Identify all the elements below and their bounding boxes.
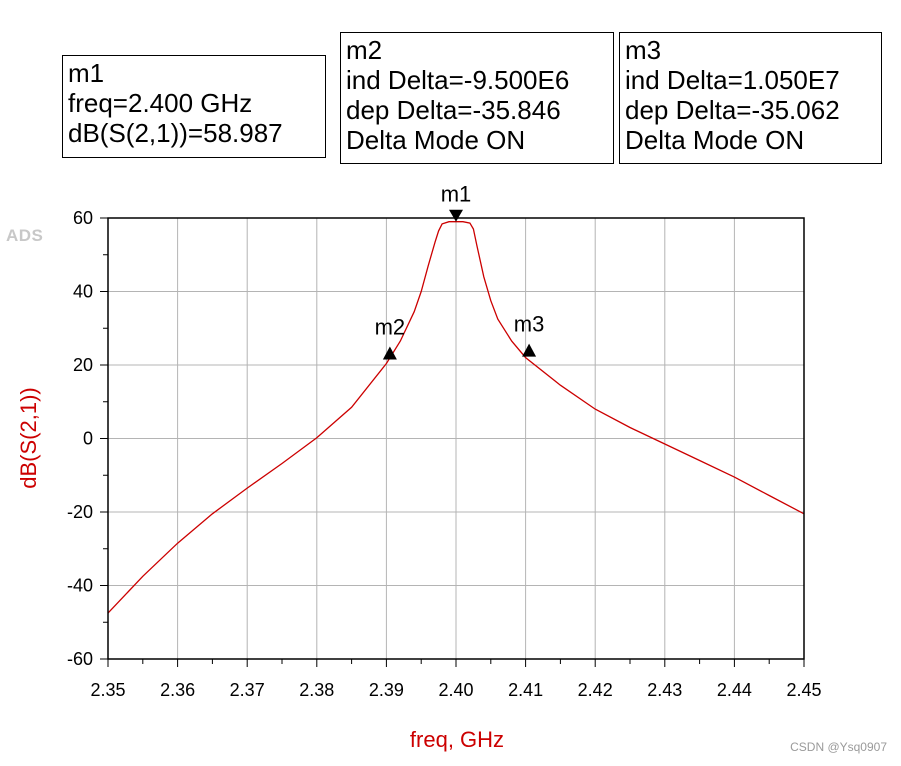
x-tick-label: 2.37 (230, 680, 265, 700)
ads-logo: ADS (6, 226, 44, 245)
y-tick-label: 40 (73, 282, 93, 302)
tick-labels: 2.35 2.36 2.37 2.38 2.39 2.40 2.41 2.42 2.43 2.44… (67, 208, 822, 700)
marker-readout-m3: m3 ind Delta=1.050E7 dep Delta=-35.062 D… (619, 32, 882, 164)
marker-dep-delta: dep Delta=-35.846 (346, 95, 561, 125)
x-tick-label: 2.36 (160, 680, 195, 700)
tick-marks (100, 217, 805, 667)
y-tick-label: -20 (67, 502, 93, 522)
y-tick-label: -40 (67, 576, 93, 596)
marker-title: m3 (625, 35, 662, 65)
y-tick-label: -60 (67, 649, 93, 669)
marker-m1-triangle (449, 209, 463, 222)
x-tick-label: 2.43 (647, 680, 682, 700)
marker-ind-delta: ind Delta=1.050E7 (625, 65, 840, 95)
marker-readout-m1: m1 freq=2.400 GHz dB(S(2,1))=58.987 (62, 55, 326, 158)
x-tick-label: 2.39 (369, 680, 404, 700)
y-tick-label: 0 (83, 429, 93, 449)
y-tick-label: 20 (73, 355, 93, 375)
marker-ind-delta: ind Delta=-9.500E6 (346, 65, 570, 95)
grid (107, 217, 805, 660)
x-tick-label: 2.40 (438, 680, 473, 700)
x-axis-label: freq, GHz (410, 727, 504, 752)
marker-m2-label: m2 (375, 314, 406, 339)
marker-readout-m2: m2 ind Delta=-9.500E6 dep Delta=-35.846 … (340, 32, 614, 164)
marker-title: m1 (68, 58, 105, 88)
marker-m3-label: m3 (514, 312, 545, 337)
x-tick-label: 2.38 (299, 680, 334, 700)
x-tick-label: 2.42 (578, 680, 613, 700)
x-tick-label: 2.45 (786, 680, 821, 700)
y-axis-label: dB(S(2,1)) (16, 387, 41, 488)
marker-dep-delta: dep Delta=-35.062 (625, 95, 840, 125)
marker-freq: freq=2.400 GHz (68, 88, 253, 118)
y-tick-label: 60 (73, 208, 93, 228)
markers: m1 m2 m3 (375, 182, 545, 360)
marker-delta-mode: Delta Mode ON (346, 125, 526, 155)
marker-m3-triangle (522, 343, 537, 357)
watermark: CSDN @Ysq0907 (790, 740, 887, 754)
marker-delta-mode: Delta Mode ON (625, 125, 805, 155)
marker-value: dB(S(2,1))=58.987 (68, 118, 283, 148)
marker-m1-label: m1 (441, 182, 472, 207)
x-tick-label: 2.44 (717, 680, 752, 700)
marker-title: m2 (346, 35, 383, 65)
marker-m2-triangle (382, 346, 397, 360)
x-tick-label: 2.35 (90, 680, 125, 700)
x-tick-label: 2.41 (508, 680, 543, 700)
